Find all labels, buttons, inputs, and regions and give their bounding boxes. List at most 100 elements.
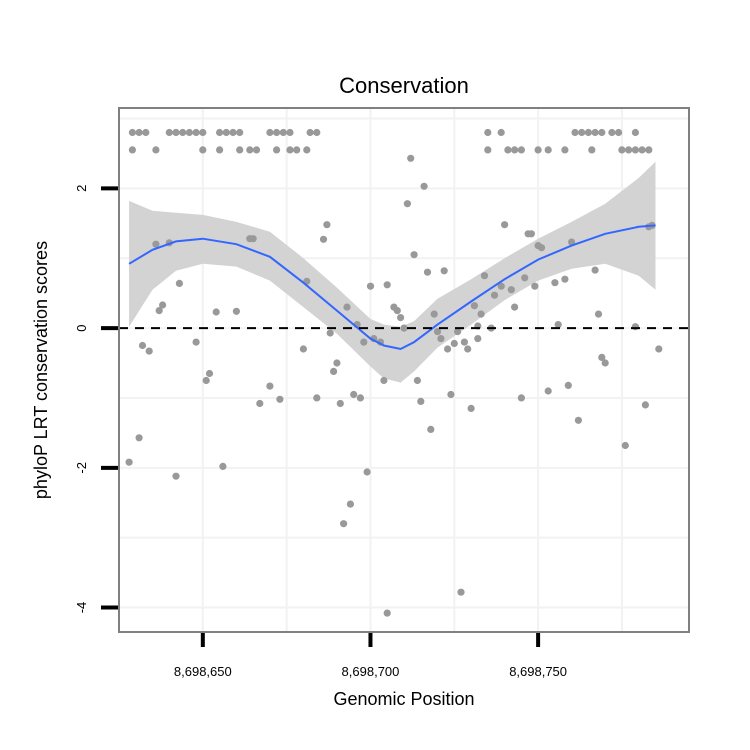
- y-axis-label: phyloP LRT conservation scores: [31, 241, 51, 499]
- data-point: [433, 328, 442, 336]
- data-point: [179, 128, 187, 137]
- data-point: [346, 500, 354, 508]
- x-tick-label: 8,698,650: [174, 664, 232, 679]
- data-point: [631, 323, 640, 331]
- x-tick-label: 8,698,750: [509, 664, 567, 679]
- data-point: [608, 128, 616, 137]
- data-point: [252, 146, 261, 154]
- data-point: [212, 308, 220, 316]
- data-point: [584, 128, 593, 137]
- data-point: [615, 128, 623, 137]
- data-points: [125, 128, 663, 617]
- data-point: [273, 128, 281, 137]
- data-point: [527, 230, 536, 238]
- data-point: [336, 399, 344, 408]
- data-point: [470, 302, 478, 310]
- confidence-band: [129, 161, 656, 383]
- chart-title: Conservation: [339, 73, 469, 98]
- data-point: [544, 146, 552, 154]
- data-point: [464, 345, 472, 353]
- data-point: [631, 146, 640, 154]
- data-point: [313, 394, 321, 402]
- data-point: [205, 369, 214, 378]
- data-point: [232, 307, 240, 315]
- data-point: [286, 146, 294, 154]
- data-point: [266, 128, 274, 137]
- data-point: [343, 303, 351, 311]
- data-point: [554, 321, 562, 329]
- data-point: [504, 146, 512, 154]
- data-point: [383, 281, 391, 289]
- data-point: [216, 146, 224, 154]
- data-point: [571, 128, 579, 137]
- data-point: [574, 416, 583, 424]
- data-point: [128, 128, 136, 137]
- data-point: [621, 441, 629, 450]
- data-point: [165, 128, 173, 137]
- data-point: [430, 310, 438, 318]
- data-point: [159, 301, 167, 309]
- data-point: [202, 376, 210, 385]
- data-point: [142, 128, 150, 137]
- data-point: [457, 588, 465, 596]
- y-axis-ticks: -4 -2 0 2: [74, 185, 118, 613]
- data-point: [551, 279, 559, 287]
- data-point: [222, 128, 230, 137]
- data-point: [407, 154, 415, 162]
- data-point: [497, 282, 505, 290]
- data-point: [152, 240, 160, 248]
- data-point: [393, 307, 401, 315]
- data-point: [380, 376, 388, 385]
- data-point: [427, 425, 435, 433]
- data-point: [497, 128, 505, 137]
- data-point: [360, 338, 368, 346]
- data-point: [561, 146, 569, 154]
- data-point: [450, 339, 458, 348]
- data-point: [333, 359, 341, 367]
- data-point: [423, 268, 432, 276]
- data-point: [135, 128, 143, 137]
- data-point: [128, 146, 136, 154]
- smooth-line: [128, 224, 656, 351]
- data-point: [306, 128, 314, 137]
- data-point: [645, 146, 653, 154]
- data-point: [598, 353, 606, 361]
- data-point: [319, 235, 328, 243]
- data-point: [510, 303, 519, 311]
- data-point: [199, 128, 207, 137]
- data-point: [229, 128, 237, 137]
- data-point: [517, 146, 526, 154]
- data-point: [273, 146, 281, 154]
- data-point: [477, 310, 485, 318]
- data-point: [410, 251, 418, 259]
- data-point: [480, 272, 489, 280]
- data-point: [216, 128, 224, 137]
- data-point: [293, 146, 301, 154]
- data-point: [125, 458, 133, 466]
- data-point: [638, 146, 646, 154]
- data-point: [356, 394, 364, 402]
- data-point: [417, 397, 425, 405]
- data-point: [544, 387, 552, 395]
- data-point: [655, 345, 663, 353]
- data-point: [484, 128, 492, 137]
- data-point: [219, 462, 227, 470]
- data-point: [598, 128, 606, 137]
- data-point: [138, 341, 147, 350]
- data-point: [363, 468, 371, 476]
- data-point: [594, 310, 603, 318]
- data-point: [510, 146, 519, 154]
- data-point: [256, 399, 264, 408]
- data-point: [199, 146, 207, 154]
- data-point: [266, 382, 274, 390]
- data-point: [444, 345, 452, 353]
- x-axis-label: Genomic Position: [333, 689, 474, 709]
- data-point: [437, 335, 445, 343]
- data-point: [192, 338, 200, 346]
- data-point: [152, 146, 160, 154]
- data-point: [400, 324, 408, 332]
- data-point: [501, 221, 509, 229]
- data-point: [155, 307, 163, 315]
- data-point: [397, 314, 405, 322]
- data-point: [521, 274, 529, 282]
